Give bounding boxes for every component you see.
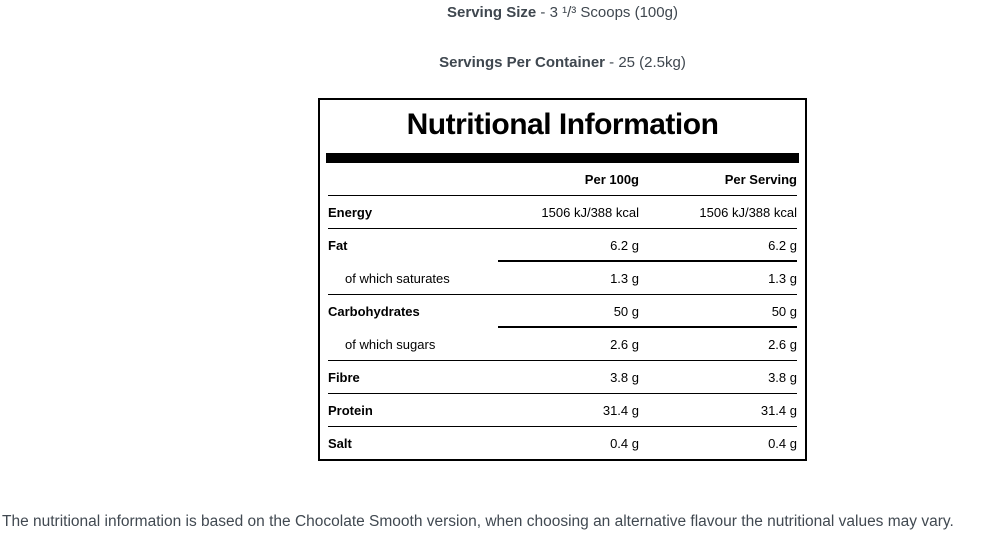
per-serving-value: 3.8 g — [768, 369, 797, 385]
servings-per-container-line: Servings Per Container - 25 (2.5kg) — [318, 54, 807, 72]
nutrition-table-body: Per 100g Per Serving Energy 1506 kJ/388 … — [328, 163, 797, 460]
divider-bar — [326, 153, 799, 163]
column-header-per-serving: Per Serving — [724, 171, 797, 187]
per-100g-value: 6.2 g — [610, 238, 639, 253]
per-100g-value: 50 g — [613, 304, 639, 319]
nutrient-label: Protein — [328, 402, 373, 418]
per-serving-value: 50 g — [771, 304, 797, 319]
servings-per-container-label: Servings Per Container — [439, 54, 605, 71]
nutrient-label: Fibre — [328, 369, 360, 385]
table-row: Fat 6.2 g 6.2 g — [328, 229, 797, 262]
table-row: Salt 0.4 g 0.4 g — [328, 427, 797, 460]
per-serving-value: 6.2 g — [768, 238, 797, 253]
per-100g-value: 2.6 g — [610, 336, 639, 352]
per-serving-value: 1506 kJ/388 kcal — [699, 204, 797, 220]
nutrient-label: Fat — [328, 238, 348, 253]
per-100g-value: 1506 kJ/388 kcal — [541, 204, 639, 220]
nutrient-label: Carbohydrates — [328, 304, 420, 319]
per-100g-value: 0.4 g — [610, 436, 639, 451]
nutrient-label: Salt — [328, 436, 352, 451]
per-serving-value: 31.4 g — [760, 402, 797, 418]
table-row: of which sugars 2.6 g 2.6 g — [328, 328, 797, 361]
per-100g-value: 3.8 g — [610, 369, 639, 385]
table-row: Fibre 3.8 g 3.8 g — [328, 361, 797, 394]
serving-size-line: Serving Size - 3 ¹/³ Scoops (100g) — [318, 4, 807, 22]
nutrient-label: of which sugars — [345, 336, 436, 352]
per-100g-value: 1.3 g — [610, 270, 639, 286]
per-serving-value: 0.4 g — [768, 436, 797, 451]
column-header-per-100g: Per 100g — [584, 171, 639, 187]
table-row: Protein 31.4 g 31.4 g — [328, 394, 797, 427]
table-rows: Energy 1506 kJ/388 kcal 1506 kJ/388 kcal… — [328, 196, 797, 460]
table-row: Carbohydrates 50 g 50 g — [328, 295, 797, 328]
table-row: of which saturates 1.3 g 1.3 g — [328, 262, 797, 295]
flavour-disclaimer-text: The nutritional information is based on … — [2, 513, 954, 530]
table-row: Energy 1506 kJ/388 kcal 1506 kJ/388 kcal — [328, 196, 797, 229]
per-serving-value: 2.6 g — [768, 336, 797, 352]
nutrition-table-title: Nutritional Information — [406, 108, 719, 141]
serving-size-label: Serving Size — [447, 4, 537, 21]
nutrient-label: Energy — [328, 204, 373, 220]
serving-size-value: - 3 ¹/³ Scoops (100g) — [536, 4, 678, 21]
nutrient-label: of which saturates — [345, 270, 450, 286]
table-header-row: Per 100g Per Serving — [328, 163, 797, 196]
servings-per-container-value: - 25 (2.5kg) — [605, 54, 686, 71]
nutrition-table: Nutritional Information Per 100g Per Ser… — [318, 98, 807, 461]
per-serving-value: 1.3 g — [768, 270, 797, 286]
per-100g-value: 31.4 g — [602, 402, 639, 418]
